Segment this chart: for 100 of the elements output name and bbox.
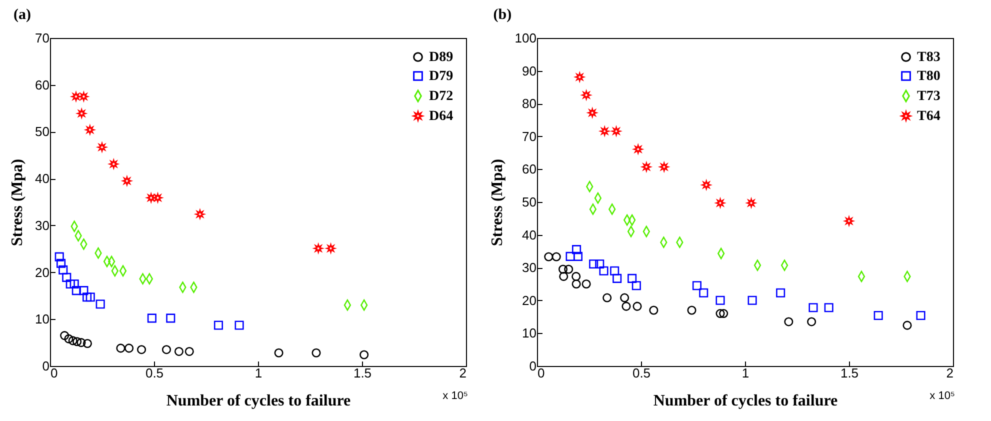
point [874, 310, 883, 320]
y-tick-label: 40 [35, 171, 50, 186]
legend-label: D72 [429, 89, 454, 104]
point [82, 338, 92, 348]
point [174, 346, 184, 356]
point [612, 274, 622, 283]
y-tick-label: 70 [522, 128, 536, 144]
point [595, 259, 604, 269]
point [572, 272, 581, 281]
y-tick-label: 50 [35, 124, 50, 140]
x-tick-label: 1.5 [840, 366, 859, 380]
x-tick-label: 0.5 [145, 366, 164, 380]
point [559, 272, 568, 281]
point [64, 334, 74, 344]
y-tick-label: 30 [35, 218, 50, 233]
point [54, 252, 64, 262]
point [86, 292, 95, 302]
x-tick-label: 2 [459, 366, 466, 380]
point [76, 338, 86, 348]
point [124, 344, 134, 353]
point [589, 259, 598, 269]
text: x 10⁵ [930, 390, 955, 402]
point [184, 346, 194, 356]
point [116, 344, 126, 353]
point [79, 286, 88, 296]
point [82, 292, 92, 302]
point [573, 252, 582, 261]
x-tick-label: 0.5 [632, 366, 651, 380]
point [166, 314, 176, 323]
x-axis-title: Number of cycles to failure [653, 392, 838, 410]
point [56, 258, 66, 268]
point [844, 216, 854, 226]
point [96, 300, 105, 309]
x-tick-label: 1 [254, 366, 262, 380]
point [214, 320, 224, 330]
point [312, 348, 321, 358]
point [71, 92, 81, 102]
point [582, 279, 591, 289]
point [699, 288, 708, 298]
y-tick-label: 30 [522, 260, 536, 276]
point [58, 265, 68, 274]
y-tick-label: 20 [522, 292, 536, 308]
point [72, 337, 82, 346]
y-tick-label: 60 [35, 77, 50, 92]
point [136, 345, 146, 354]
point [558, 264, 568, 274]
point [566, 252, 575, 261]
y-tick-label: 10 [522, 326, 536, 341]
point [162, 345, 172, 354]
point [748, 296, 757, 305]
point [649, 306, 658, 315]
y-tick-label: 80 [522, 96, 536, 112]
text: x 10⁵ [442, 390, 468, 402]
point [66, 279, 75, 289]
point [902, 320, 912, 330]
chart-title: (a) [14, 7, 32, 23]
x-tick-label: 2 [946, 366, 954, 380]
point [620, 293, 630, 302]
legend-label: T73 [917, 89, 940, 104]
point [274, 348, 284, 358]
point [687, 306, 696, 315]
point [544, 252, 554, 262]
point [784, 317, 794, 326]
x-axis-title: Number of cycles to failure [166, 392, 351, 410]
legend-label: D79 [429, 69, 454, 84]
point [602, 293, 612, 302]
point [97, 142, 107, 152]
legend-label: D64 [429, 109, 454, 124]
y-axis-title: Stress (Mpa) [9, 158, 26, 246]
point [746, 198, 756, 208]
x-tick-label: 1.5 [353, 366, 372, 380]
point [599, 266, 608, 276]
y-tick-label: 10 [35, 312, 50, 327]
y-tick-label: 20 [35, 264, 50, 280]
point [70, 279, 79, 289]
legend-label: T64 [917, 109, 940, 124]
point [716, 309, 725, 318]
y-tick-label: 50 [522, 194, 536, 210]
y-tick-label: 60 [522, 162, 536, 177]
y-tick-label: 70 [35, 30, 50, 46]
point [776, 288, 786, 298]
legend-label: D89 [429, 50, 454, 65]
point [552, 252, 561, 262]
y-axis-title: Stress (Mpa) [488, 158, 506, 246]
point [234, 320, 244, 330]
point [572, 245, 582, 254]
point [610, 266, 620, 276]
point [807, 317, 816, 326]
legend-label: T80 [917, 69, 940, 84]
point [68, 336, 78, 346]
y-tick-label: 100 [514, 30, 536, 46]
point [808, 303, 818, 312]
x-tick-label: 1 [742, 366, 750, 380]
point [719, 309, 728, 318]
point [564, 264, 574, 274]
chart-title: (b) [493, 7, 512, 23]
point [692, 281, 702, 290]
point [72, 286, 81, 296]
point [632, 281, 641, 290]
point [824, 303, 834, 312]
